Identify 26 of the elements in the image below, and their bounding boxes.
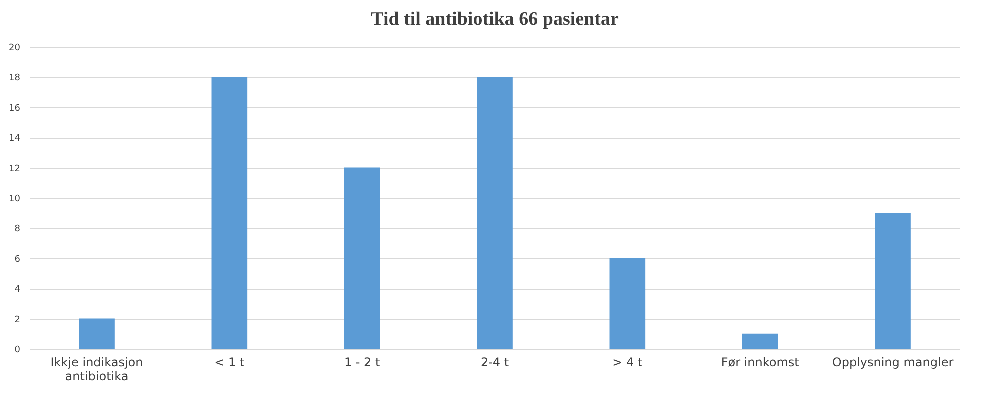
bar	[344, 168, 380, 349]
bar	[742, 334, 778, 349]
y-tick-label: 16	[9, 104, 21, 114]
y-tick-label: 0	[14, 346, 21, 356]
y-tick-label: 2	[14, 315, 20, 326]
x-tick-label: Ikkje indikasjon antibiotika	[50, 356, 144, 384]
y-tick-label: 10	[9, 194, 21, 204]
y-tick-label: 6	[14, 254, 21, 265]
x-tick-label: Opplysning mangler	[832, 356, 954, 370]
y-tick-label: 20	[9, 44, 21, 54]
bar	[477, 77, 513, 349]
x-tick-label: 1 - 2 t	[344, 356, 380, 370]
y-tick-label: 4	[14, 285, 21, 296]
bar	[875, 213, 911, 349]
bar	[610, 258, 646, 349]
x-tick-label: 2-4 t	[480, 356, 510, 370]
bar	[79, 318, 115, 349]
y-tick-label: 12	[9, 164, 20, 174]
bar	[212, 77, 248, 349]
x-tick-label: Før innkomst	[721, 356, 800, 370]
y-tick-label: 14	[9, 134, 21, 144]
y-tick-label: 8	[14, 224, 21, 235]
y-tick-label: 18	[9, 74, 21, 84]
chart-title: Tid til antibiotika 66 pasientar	[371, 9, 620, 30]
x-tick-label: > 4 t	[612, 356, 643, 370]
x-tick-label: < 1 t	[214, 356, 245, 370]
